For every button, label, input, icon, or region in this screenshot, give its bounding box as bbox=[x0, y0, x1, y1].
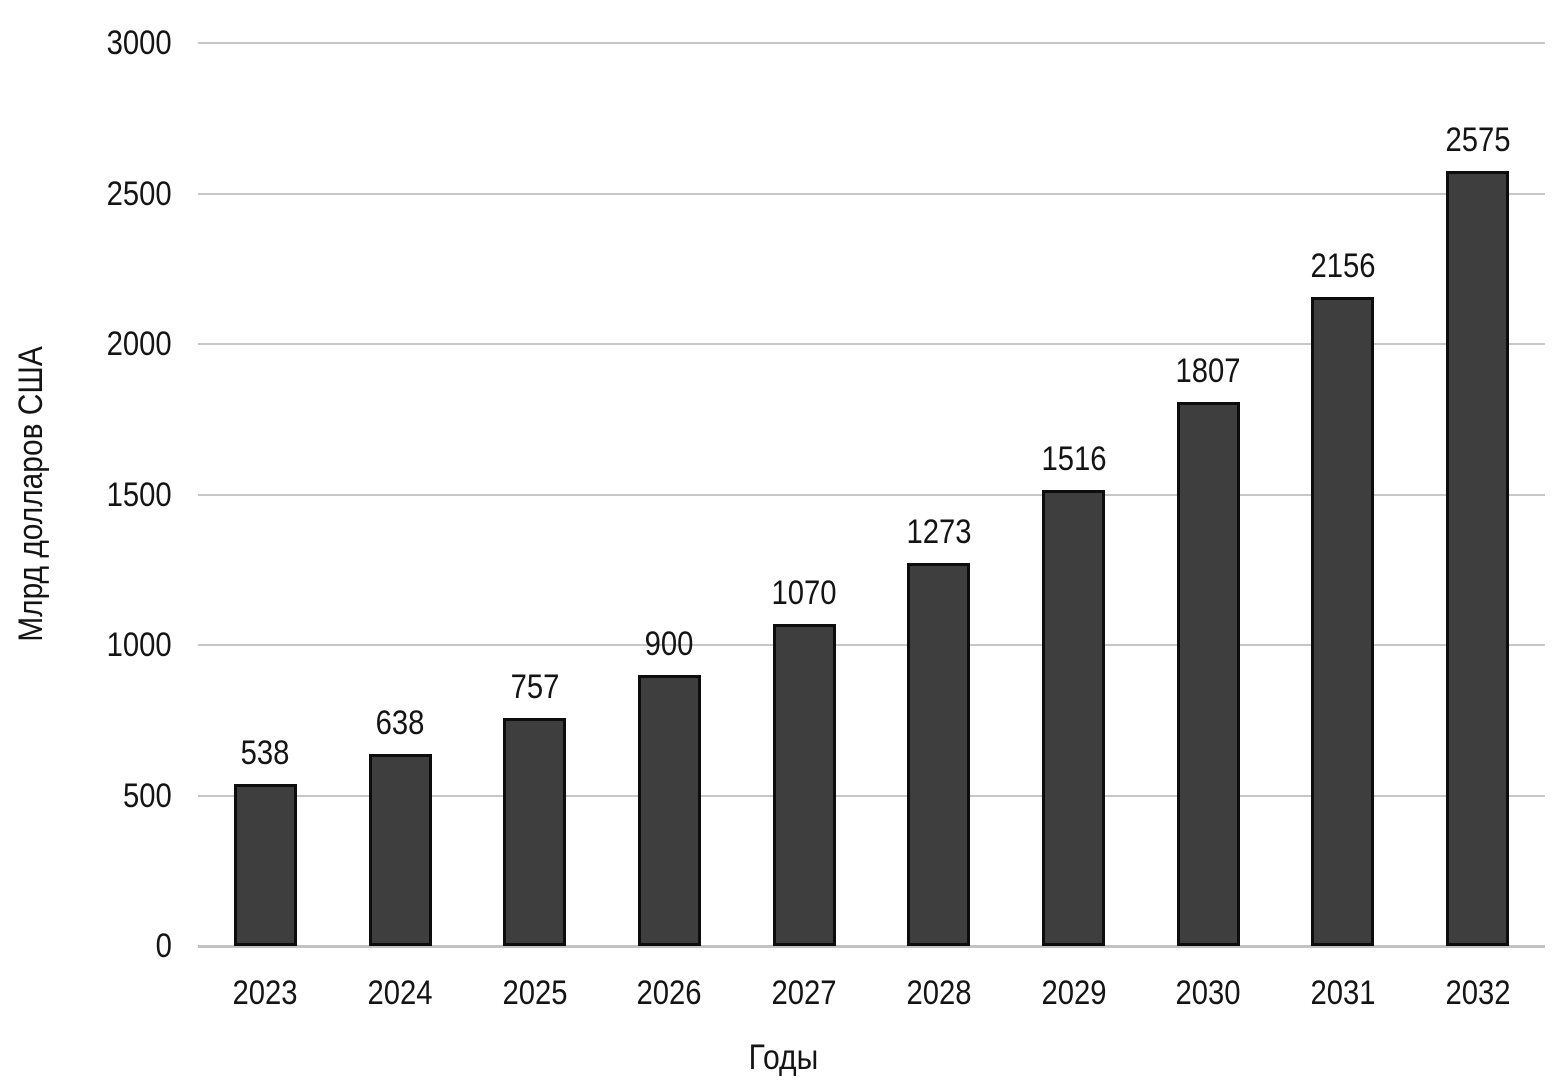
value-label-text: 1807 bbox=[1175, 352, 1241, 391]
x-tick-label-text: 2031 bbox=[1310, 974, 1376, 1012]
value-label-2028: 1273 bbox=[901, 515, 977, 549]
gridline-0 bbox=[198, 945, 1545, 948]
value-label-text: 900 bbox=[645, 625, 694, 664]
y-tick-label-text: 500 bbox=[123, 776, 172, 815]
y-tick-label-1500: 1500 bbox=[0, 478, 172, 512]
y-tick-label-text: 3000 bbox=[106, 24, 172, 62]
x-tick-label-2029: 2029 bbox=[1036, 976, 1112, 1010]
value-label-text: 2575 bbox=[1445, 120, 1511, 159]
x-tick-label-text: 2025 bbox=[502, 974, 568, 1012]
x-tick-label-2030: 2030 bbox=[1170, 976, 1246, 1010]
y-tick-label-text: 2000 bbox=[106, 325, 172, 363]
x-tick-label-text: 2026 bbox=[636, 974, 702, 1012]
y-tick-label-text: 1000 bbox=[106, 626, 172, 664]
bar-2023 bbox=[233, 784, 297, 946]
value-label-text: 2156 bbox=[1310, 247, 1376, 286]
bar-2024 bbox=[368, 753, 432, 946]
x-tick-label-text: 2027 bbox=[771, 974, 837, 1012]
value-label-2032: 2575 bbox=[1440, 123, 1516, 157]
bar-2031 bbox=[1311, 297, 1375, 946]
x-tick-label-text: 2032 bbox=[1445, 974, 1511, 1012]
gridline-1500 bbox=[198, 493, 1545, 496]
value-label-2030: 1807 bbox=[1170, 354, 1246, 388]
x-axis-title: Годы bbox=[0, 1040, 1566, 1075]
y-tick-label-3000: 3000 bbox=[0, 26, 172, 60]
x-tick-label-2023: 2023 bbox=[228, 976, 304, 1010]
x-axis-title-text: Годы bbox=[748, 1038, 818, 1077]
x-tick-label-2024: 2024 bbox=[362, 976, 438, 1010]
value-label-text: 538 bbox=[240, 734, 290, 773]
bar-2026 bbox=[637, 675, 701, 946]
value-label-text: 1516 bbox=[1041, 439, 1107, 478]
y-tick-label-text: 2500 bbox=[106, 174, 172, 213]
bar-2028 bbox=[907, 562, 971, 946]
x-tick-label-2025: 2025 bbox=[497, 976, 573, 1010]
bar-2025 bbox=[503, 718, 567, 946]
bar-2030 bbox=[1176, 402, 1240, 946]
y-tick-label-2500: 2500 bbox=[0, 177, 172, 211]
y-tick-label-text: 1500 bbox=[106, 475, 172, 514]
value-label-text: 1273 bbox=[906, 512, 972, 551]
value-label-text: 1070 bbox=[771, 573, 837, 612]
x-tick-label-2028: 2028 bbox=[901, 976, 977, 1010]
y-tick-label-1000: 1000 bbox=[0, 628, 172, 662]
x-tick-label-2032: 2032 bbox=[1440, 976, 1516, 1010]
y-tick-label-text: 0 bbox=[155, 927, 172, 965]
value-label-2025: 757 bbox=[506, 670, 563, 704]
value-label-2024: 638 bbox=[372, 706, 429, 740]
gridline-500 bbox=[198, 794, 1545, 797]
value-label-text: 757 bbox=[510, 668, 560, 707]
y-tick-label-500: 500 bbox=[0, 779, 172, 813]
value-label-text: 638 bbox=[375, 703, 425, 742]
x-tick-label-text: 2023 bbox=[232, 974, 298, 1012]
y-tick-label-2000: 2000 bbox=[0, 327, 172, 361]
gridline-1000 bbox=[198, 644, 1545, 646]
bar-2029 bbox=[1042, 489, 1106, 946]
x-tick-label-text: 2024 bbox=[367, 974, 433, 1012]
plot-area: 538 2023 638 2024 757 2025 900 2026 1070 2027 1273… bbox=[198, 42, 1545, 1010]
bar-2027 bbox=[772, 623, 836, 946]
x-tick-label-2027: 2027 bbox=[766, 976, 842, 1010]
x-tick-label-text: 2028 bbox=[906, 974, 972, 1012]
bar-2032 bbox=[1446, 170, 1510, 946]
value-label-2029: 1516 bbox=[1036, 442, 1112, 476]
value-label-2027: 1070 bbox=[766, 576, 842, 610]
value-label-2026: 900 bbox=[641, 627, 698, 661]
gridline-2000 bbox=[198, 343, 1545, 345]
x-tick-label-text: 2029 bbox=[1041, 974, 1107, 1012]
gridline-2500 bbox=[198, 192, 1545, 195]
gridline-3000 bbox=[198, 42, 1545, 44]
value-label-2031: 2156 bbox=[1305, 249, 1381, 283]
x-tick-label-2026: 2026 bbox=[632, 976, 708, 1010]
value-label-2023: 538 bbox=[237, 736, 294, 770]
x-tick-label-2031: 2031 bbox=[1305, 976, 1381, 1010]
y-tick-label-0: 0 bbox=[0, 929, 172, 963]
x-tick-label-text: 2030 bbox=[1175, 974, 1241, 1012]
